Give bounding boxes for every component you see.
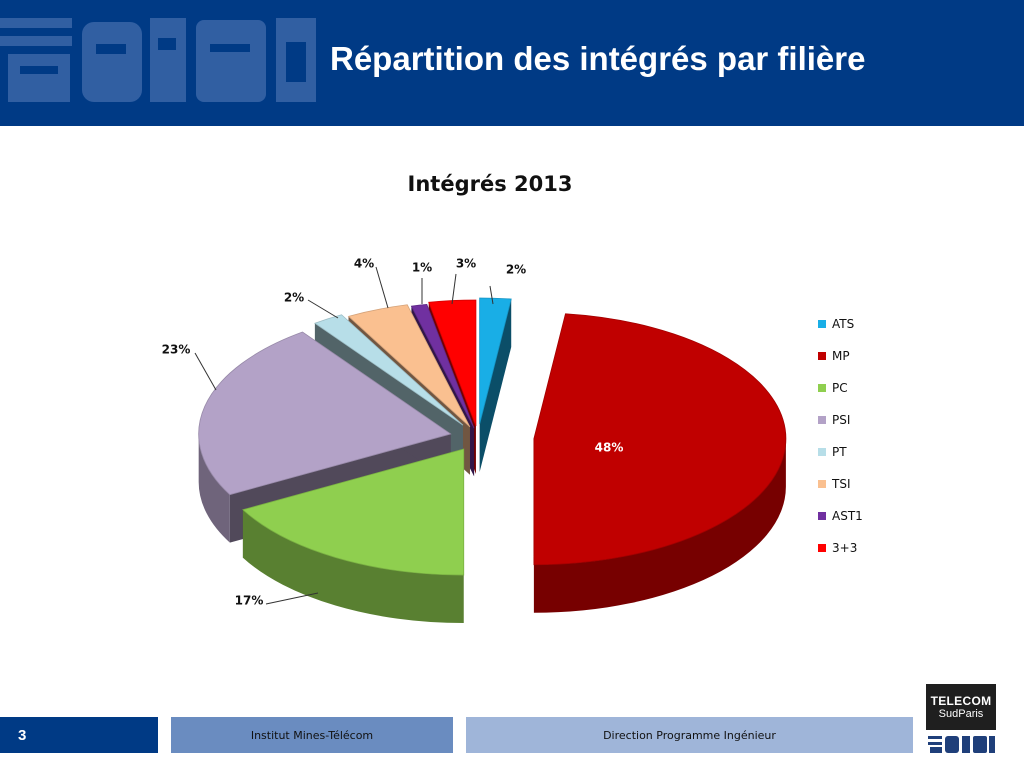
header-bar: Répartition des intégrés par filière — [0, 0, 1024, 126]
legend-label: TSI — [832, 477, 851, 491]
pie-data-label-pc: 17% — [235, 594, 264, 608]
pie-leader-line-psi — [194, 352, 217, 391]
legend-label: 3+3 — [832, 541, 858, 555]
pie-slice-tsi — [347, 304, 471, 428]
legend-swatch — [818, 352, 826, 360]
footer-institution-box: Institut Mines-Télécom — [171, 717, 453, 753]
pie-tops — [198, 297, 787, 576]
legend-label: AST1 — [832, 509, 863, 523]
legend-swatch — [818, 320, 826, 328]
pie-slice-ats — [479, 297, 512, 425]
footer-institution: Institut Mines-Télécom — [250, 728, 374, 742]
pie-leader-line-3-3 — [451, 273, 457, 305]
pie-chart: 2% 48% 17% 23% 2% 4% 1% 3% — [162, 257, 787, 624]
legend-swatch — [818, 416, 826, 424]
footer-page-box: 3 — [0, 717, 158, 753]
legend-item: MP — [818, 340, 938, 372]
chart-title: Intégrés 2013 — [407, 172, 573, 196]
legend-item: AST1 — [818, 500, 938, 532]
legend-item: 3+3 — [818, 532, 938, 564]
pie-data-labels: 2% 48% 17% 23% 2% 4% 1% 3% — [162, 257, 624, 608]
pie-data-label-mp: 48% — [595, 441, 624, 455]
pie-leader-line-ats — [489, 285, 494, 305]
pie-leader-line-pt — [307, 299, 339, 319]
brand-box: TELECOM SudParis — [926, 684, 996, 730]
chart-legend: ATS MP PC PSI PT TSI AST1 3+3 — [818, 308, 938, 564]
pie-slice-pc — [242, 448, 465, 576]
school-logo-watermark — [0, 18, 316, 102]
pie-slice-ast1 — [410, 304, 475, 429]
pie-data-label-ats: 2% — [506, 263, 526, 277]
pie-slice-side-ats-1 — [479, 299, 512, 473]
slide-title: Répartition des intégrés par filière — [330, 40, 866, 77]
legend-label: PC — [832, 381, 848, 395]
footer-department-box: Direction Programme Ingénieur — [466, 717, 913, 753]
pie-slice-mp — [533, 313, 787, 566]
pie-slice-wall-mp — [533, 438, 786, 613]
legend-label: PSI — [832, 413, 851, 427]
legend-item: ATS — [818, 308, 938, 340]
telecom-sudparis-logo: TELECOM SudParis — [926, 684, 996, 756]
page-number: 3 — [18, 727, 27, 744]
pie-data-label-ast1: 1% — [412, 261, 432, 275]
footer-department: Direction Programme Ingénieur — [603, 728, 776, 742]
pie-data-label-tsi: 4% — [354, 257, 374, 271]
pie-leader-line-pc — [265, 592, 319, 605]
legend-item: PSI — [818, 404, 938, 436]
legend-swatch — [818, 448, 826, 456]
pie-data-label-psi: 23% — [162, 343, 191, 357]
legend-item: TSI — [818, 468, 938, 500]
pie-slice-wall-pc — [242, 509, 464, 624]
brand-glyphs-icon — [928, 736, 995, 753]
pie-slice-pt — [314, 314, 464, 426]
pie-data-label-3-3: 3% — [456, 257, 476, 271]
pie-slice-wall-psi — [198, 433, 230, 543]
legend-label: ATS — [832, 317, 855, 331]
pie-slice-psi — [198, 331, 452, 496]
brand-line2: SudParis — [938, 708, 984, 720]
legend-swatch — [818, 512, 826, 520]
legend-item: PT — [818, 436, 938, 468]
legend-label: PT — [832, 445, 847, 459]
pie-data-label-pt: 2% — [284, 291, 304, 305]
legend-item: PC — [818, 372, 938, 404]
legend-swatch — [818, 544, 826, 552]
legend-swatch — [818, 384, 826, 392]
brand-line1: TELECOM — [930, 694, 992, 708]
legend-label: MP — [832, 349, 850, 363]
legend-swatch — [818, 480, 826, 488]
pie-leader-line-tsi — [375, 266, 389, 309]
